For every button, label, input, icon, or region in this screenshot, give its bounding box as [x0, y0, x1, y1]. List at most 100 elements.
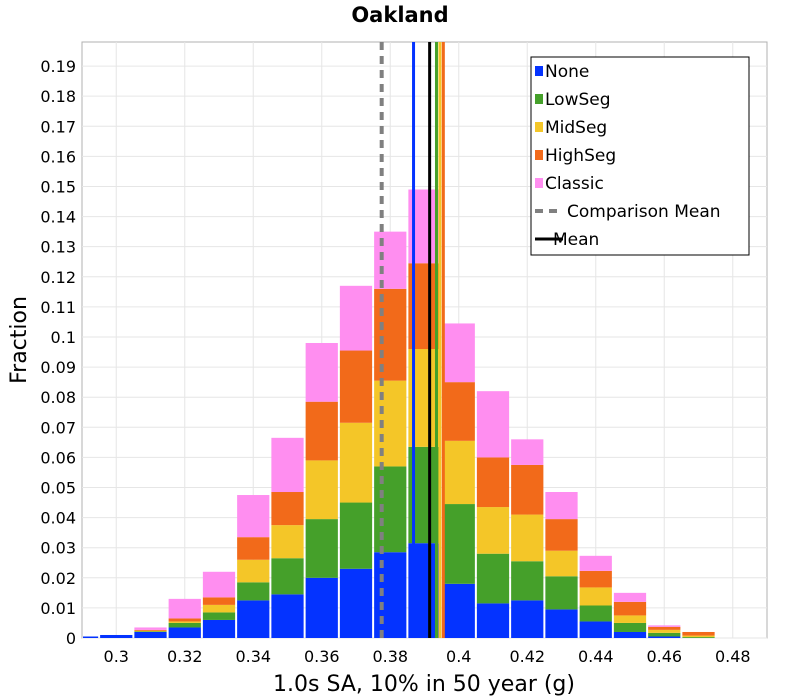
bar-lowseg-3	[168, 622, 201, 628]
y-tick-label: 0.19	[40, 57, 76, 76]
legend-swatch-midseg	[535, 122, 543, 132]
bar-midseg-14	[545, 550, 578, 577]
chart-title: Oakland	[351, 3, 448, 27]
bar-classic-6	[271, 437, 304, 493]
bar-none-17	[648, 636, 681, 638]
y-tick-label: 0.17	[40, 117, 76, 136]
bar-lowseg-7	[305, 519, 338, 578]
bar-none-7	[305, 577, 338, 638]
bar-highseg-8	[339, 350, 373, 423]
bar-midseg-17	[648, 629, 681, 633]
y-tick-label: 0.04	[40, 509, 76, 528]
bar-none-13	[511, 600, 544, 638]
legend-label-midseg: MidSeg	[545, 118, 607, 138]
bar-lowseg-11	[442, 504, 475, 584]
legend-label-classic: Classic	[545, 174, 604, 194]
bar-classic-7	[305, 343, 338, 402]
bar-lowseg-17	[648, 632, 681, 637]
y-tick-label: 0.18	[40, 87, 76, 106]
bar-lowseg-5	[237, 582, 270, 601]
bar-highseg-4	[202, 597, 236, 605]
bar-midseg-11	[442, 440, 475, 505]
bar-classic-17	[648, 625, 681, 627]
bar-none-16	[613, 631, 647, 638]
legend-label-mean: Mean	[553, 230, 599, 250]
bar-midseg-2	[134, 630, 167, 632]
bar-classic-9	[374, 231, 407, 289]
bar-none-3	[168, 627, 201, 638]
bar-classic-16	[613, 592, 647, 602]
bar-highseg-13	[511, 464, 544, 515]
x-tick-label: 0.44	[578, 647, 614, 666]
legend-swatch-classic	[535, 178, 543, 188]
bar-midseg-5	[237, 559, 270, 583]
bar-highseg-18	[682, 631, 715, 636]
y-tick-label: 0.03	[40, 539, 76, 558]
bar-none-0	[83, 636, 99, 638]
y-tick-label: 0.09	[40, 358, 76, 377]
bar-classic-12	[476, 391, 510, 458]
y-tick-label: 0.12	[40, 268, 76, 287]
bar-lowseg-2	[134, 631, 167, 632]
y-tick-label: 0	[66, 629, 76, 648]
bar-highseg-5	[237, 537, 270, 560]
bar-none-2	[134, 631, 167, 638]
bar-classic-4	[202, 571, 236, 598]
bar-none-15	[579, 621, 612, 638]
bar-midseg-8	[339, 422, 373, 503]
bar-highseg-6	[271, 492, 304, 526]
bar-highseg-14	[545, 519, 578, 551]
bar-classic-8	[339, 285, 373, 351]
x-tick-label: 0.4	[446, 647, 471, 666]
x-tick-label: 0.32	[167, 647, 203, 666]
y-tick-label: 0.07	[40, 418, 76, 437]
bar-lowseg-16	[613, 622, 647, 632]
bar-lowseg-15	[579, 605, 612, 622]
bar-none-8	[339, 568, 373, 638]
mean-lines	[379, 42, 445, 638]
x-tick-label: 0.3	[104, 647, 129, 666]
y-tick-label: 0.15	[40, 177, 76, 196]
bar-midseg-12	[476, 507, 510, 554]
bar-midseg-3	[168, 621, 201, 623]
bar-none-5	[237, 600, 270, 638]
bar-classic-3	[168, 598, 201, 619]
bar-highseg-16	[613, 601, 647, 616]
bar-midseg-13	[511, 514, 544, 562]
legend-label-comparison-mean: Comparison Mean	[567, 202, 721, 222]
x-tick-label: 0.46	[646, 647, 682, 666]
y-tick-label: 0.01	[40, 599, 76, 618]
bar-midseg-7	[305, 460, 338, 520]
y-tick-labels: 0 0.01 0.02 0.03 0.04 0.05 0.06 0.07 0.08 0.09 0.1…	[40, 57, 76, 648]
legend-swatch-lowseg	[535, 94, 543, 104]
bar-highseg-2	[134, 629, 167, 631]
bar-midseg-15	[579, 587, 612, 606]
legend-swatch-none	[535, 66, 543, 76]
y-axis-title: Fraction	[7, 296, 32, 384]
y-tick-label: 0.13	[40, 238, 76, 257]
y-tick-label: 0.05	[40, 478, 76, 497]
bar-highseg-7	[305, 401, 338, 461]
bar-lowseg-9	[374, 466, 407, 553]
bar-none-9	[374, 552, 407, 638]
y-tick-label: 0.14	[40, 208, 76, 227]
bar-lowseg-18	[682, 637, 715, 638]
bar-highseg-3	[168, 618, 201, 622]
x-tick-labels: 0.3 0.32 0.34 0.36 0.38 0.4 0.42 0.44 0.46 0.48	[104, 647, 751, 666]
bar-highseg-9	[374, 288, 407, 381]
legend-box	[530, 56, 750, 256]
x-axis-title: 1.0s SA, 10% in 50 year (g)	[273, 672, 575, 697]
y-tick-label: 0.11	[40, 298, 76, 317]
bar-midseg-18	[682, 635, 715, 638]
bar-midseg-16	[613, 615, 647, 623]
x-tick-label: 0.42	[509, 647, 545, 666]
legend: None LowSeg MidSeg HighSeg Classic Comparison…	[530, 56, 750, 256]
bar-none-11	[442, 583, 475, 638]
bar-lowseg-14	[545, 576, 578, 610]
legend-swatch-highseg	[535, 150, 543, 160]
bar-lowseg-4	[202, 612, 236, 620]
bar-midseg-4	[202, 604, 236, 613]
bar-none-1	[100, 634, 133, 638]
bar-lowseg-13	[511, 561, 544, 601]
